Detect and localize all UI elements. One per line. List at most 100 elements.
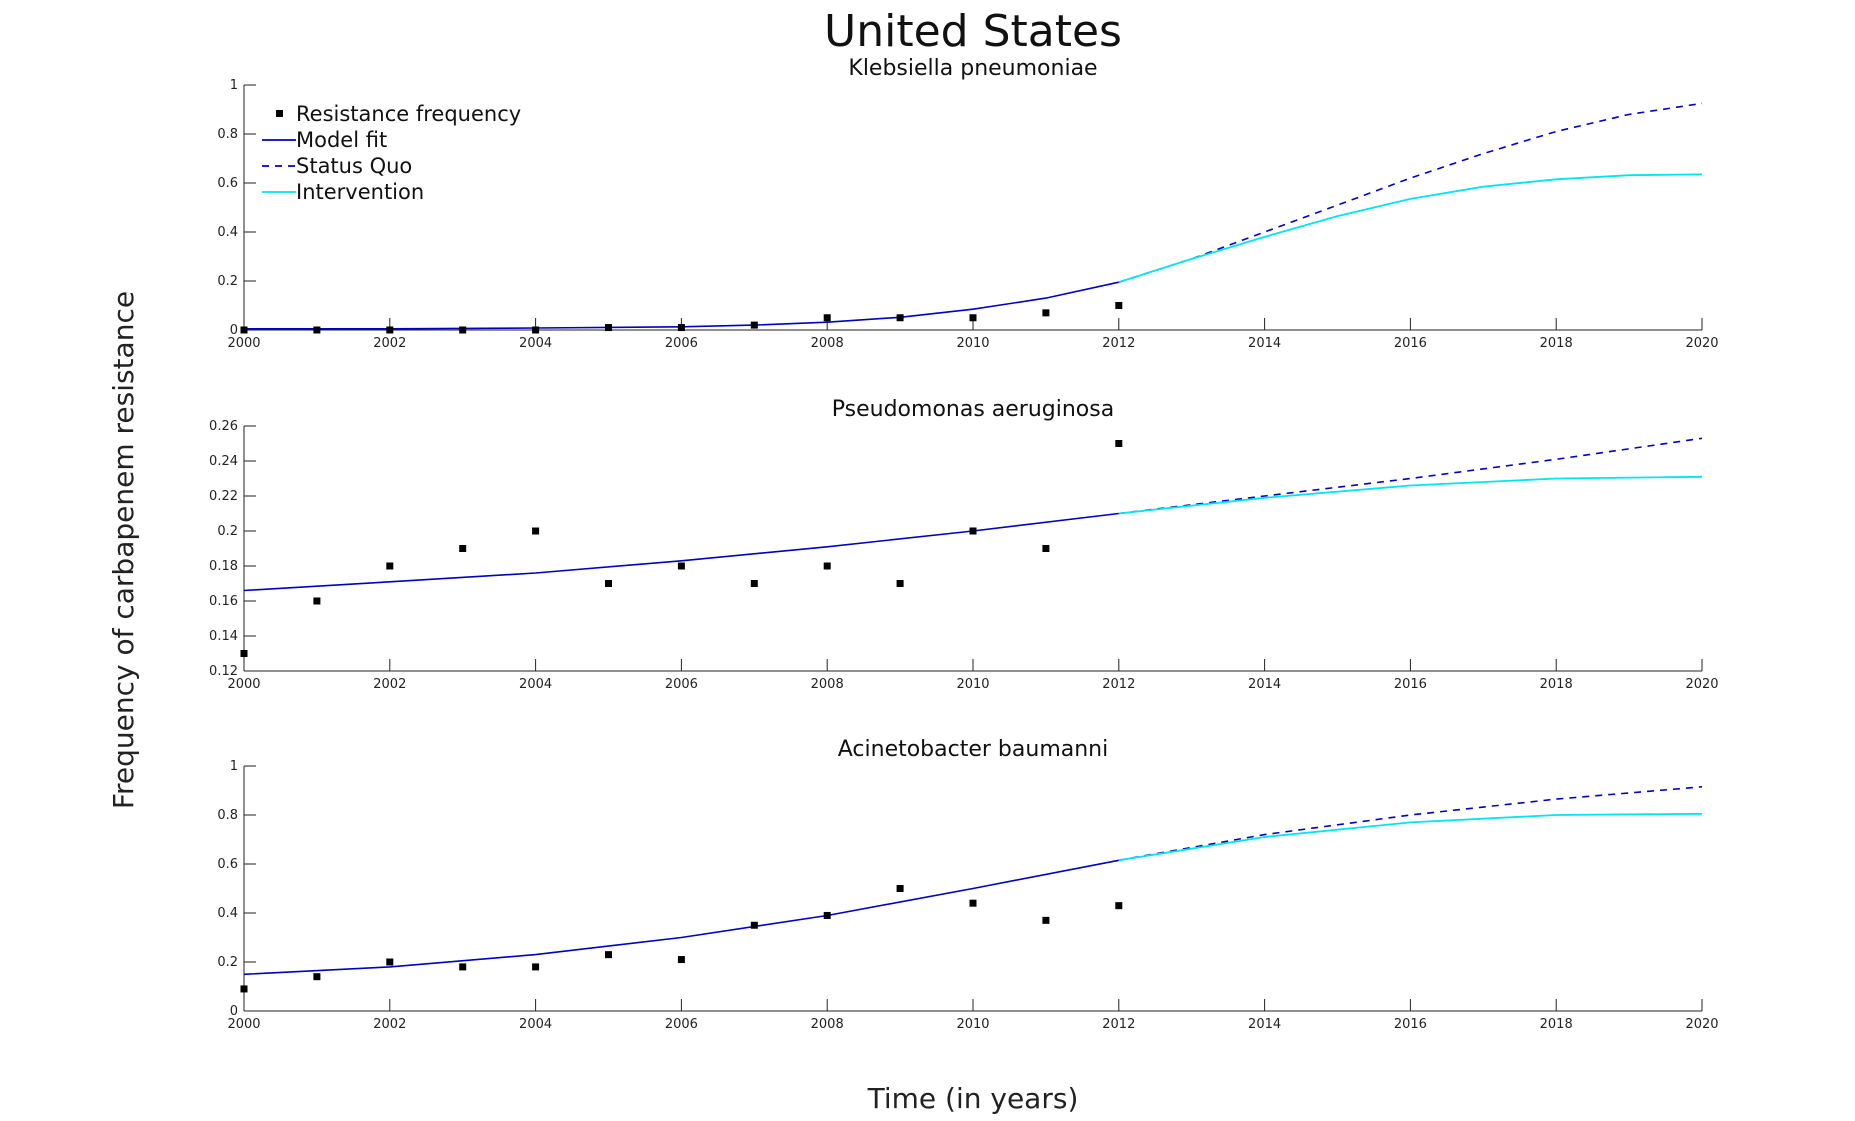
data-point bbox=[823, 314, 831, 322]
y-tick-label: 0 bbox=[230, 323, 238, 338]
panel-2: Pseudomonas aeruginosa 2000 2002 2004 2006 20… bbox=[209, 397, 1719, 692]
data-point bbox=[1042, 545, 1050, 552]
series-line-intervention bbox=[1118, 812, 1703, 862]
x-tick-label: 2000 bbox=[227, 336, 260, 351]
data-point bbox=[605, 324, 612, 332]
y-tick-label: 0.24 bbox=[209, 454, 238, 469]
series-line-status-quo bbox=[1118, 786, 1703, 862]
y-tick-label: 0.18 bbox=[209, 559, 238, 574]
x-tick-label: 2008 bbox=[811, 1017, 844, 1032]
x-tick-label: 2006 bbox=[665, 336, 698, 351]
series-line-model-fit bbox=[243, 512, 1119, 592]
legend-marker bbox=[276, 110, 283, 117]
data-point bbox=[605, 951, 612, 959]
data-point bbox=[386, 958, 394, 966]
data-point bbox=[240, 326, 248, 334]
y-tick-label: 0.6 bbox=[217, 176, 238, 191]
legend-label: Model fit bbox=[296, 128, 387, 152]
x-tick-label: 2016 bbox=[1394, 677, 1427, 692]
panel-title: Klebsiella pneumoniae bbox=[848, 56, 1097, 81]
panel-title: Pseudomonas aeruginosa bbox=[832, 397, 1114, 422]
x-tick-label: 2008 bbox=[811, 336, 844, 351]
data-point bbox=[313, 326, 321, 334]
x-tick-label: 2008 bbox=[811, 677, 844, 692]
y-tick-label: 0.14 bbox=[209, 629, 238, 644]
data-point bbox=[532, 527, 540, 535]
data-point bbox=[750, 321, 758, 329]
y-tick-label: 0.2 bbox=[217, 524, 238, 539]
data-point bbox=[386, 562, 394, 570]
panel-title: Acinetobacter baumanni bbox=[838, 737, 1108, 762]
x-tick-label: 2018 bbox=[1540, 1017, 1573, 1032]
data-point bbox=[896, 885, 904, 892]
legend-entry: Status Quo bbox=[262, 154, 412, 178]
y-tick-label: 0.2 bbox=[217, 274, 238, 289]
panel-1: Klebsiella pneumoniae 2000 2002 2004 2006 200… bbox=[217, 56, 1718, 351]
y-tick-label: 0.16 bbox=[209, 594, 238, 609]
series-resistance-frequency bbox=[240, 885, 1123, 993]
y-tick-label: 0.22 bbox=[209, 489, 238, 504]
x-tick-label: 2000 bbox=[227, 1017, 260, 1032]
data-point bbox=[969, 527, 977, 535]
series-line-intervention bbox=[1118, 173, 1703, 284]
data-point bbox=[386, 326, 394, 334]
y-tick-label: 0.2 bbox=[217, 955, 238, 970]
data-point bbox=[313, 973, 321, 981]
series-line-model-fit bbox=[243, 859, 1119, 976]
data-point bbox=[1115, 440, 1123, 447]
y-tick-label: 0.4 bbox=[217, 906, 238, 921]
legend-entry: Intervention bbox=[262, 180, 424, 204]
x-tick-label: 2004 bbox=[519, 336, 552, 351]
data-point bbox=[750, 580, 758, 587]
x-tick-label: 2002 bbox=[373, 1017, 406, 1032]
x-tick-label: 2010 bbox=[956, 1017, 989, 1032]
x-tick-label: 2014 bbox=[1248, 677, 1281, 692]
x-tick-label: 2020 bbox=[1685, 336, 1718, 351]
legend-label: Status Quo bbox=[296, 154, 412, 178]
x-tick-label: 2002 bbox=[373, 336, 406, 351]
legend-entry: Resistance frequency bbox=[276, 102, 521, 126]
y-tick-label: 0.8 bbox=[217, 127, 238, 142]
y-tick-label: 0 bbox=[230, 1004, 238, 1019]
data-point bbox=[240, 650, 248, 657]
data-point bbox=[532, 963, 540, 971]
y-tick-label: 1 bbox=[230, 759, 238, 774]
series-line-intervention bbox=[1118, 475, 1703, 515]
x-tick-label: 2004 bbox=[519, 1017, 552, 1032]
y-tick-label: 0.26 bbox=[209, 419, 238, 434]
x-tick-label: 2000 bbox=[227, 677, 260, 692]
y-axis-label: Frequency of carbapenem resistance bbox=[107, 291, 140, 809]
x-tick-label: 2006 bbox=[665, 677, 698, 692]
x-tick-label: 2012 bbox=[1102, 677, 1135, 692]
x-tick-label: 2012 bbox=[1102, 336, 1135, 351]
data-point bbox=[313, 597, 321, 605]
panel-3: Acinetobacter baumanni 2000 2002 2004 2006 20… bbox=[217, 737, 1718, 1032]
x-tick-label: 2020 bbox=[1685, 1017, 1718, 1032]
x-tick-label: 2010 bbox=[956, 677, 989, 692]
data-point bbox=[240, 985, 248, 993]
data-point bbox=[459, 545, 467, 552]
x-tick-label: 2006 bbox=[665, 1017, 698, 1032]
legend-entry: Model fit bbox=[262, 128, 387, 152]
data-point bbox=[750, 921, 758, 929]
panels: Klebsiella pneumoniae 2000 2002 2004 2006 200… bbox=[209, 56, 1719, 1032]
x-tick-label: 2002 bbox=[373, 677, 406, 692]
data-point bbox=[823, 562, 831, 570]
x-tick-label: 2018 bbox=[1540, 336, 1573, 351]
x-tick-label: 2016 bbox=[1394, 1017, 1427, 1032]
series-resistance-frequency bbox=[240, 302, 1123, 334]
legend-label: Resistance frequency bbox=[296, 102, 521, 126]
data-point bbox=[1115, 302, 1123, 309]
data-point bbox=[677, 956, 685, 964]
x-tick-label: 2014 bbox=[1248, 1017, 1281, 1032]
x-tick-label: 2012 bbox=[1102, 1017, 1135, 1032]
x-tick-label: 2014 bbox=[1248, 336, 1281, 351]
data-point bbox=[823, 911, 831, 919]
data-point bbox=[605, 580, 612, 587]
x-tick-label: 2018 bbox=[1540, 677, 1573, 692]
data-point bbox=[677, 324, 685, 332]
figure-title: United States bbox=[824, 6, 1122, 57]
x-tick-label: 2020 bbox=[1685, 677, 1718, 692]
x-axis-label: Time (in years) bbox=[867, 1082, 1079, 1115]
